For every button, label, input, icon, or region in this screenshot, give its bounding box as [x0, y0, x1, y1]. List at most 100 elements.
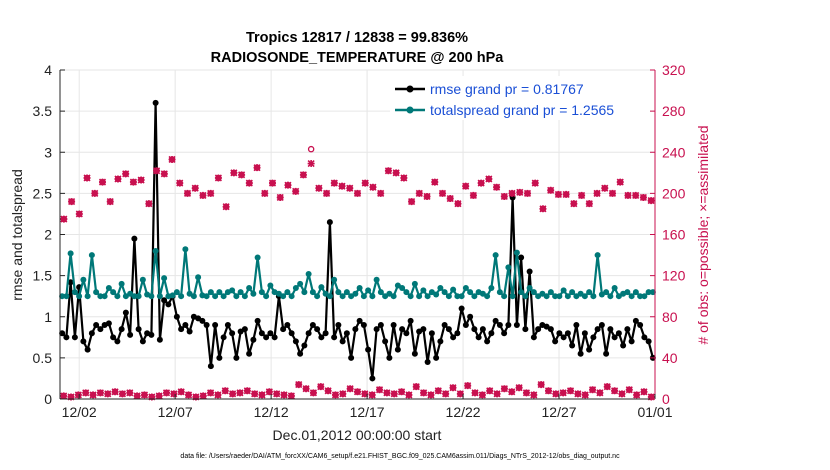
data-point-obs-assimilated-night — [625, 386, 633, 394]
y-tick-label-right: 200 — [662, 185, 686, 201]
data-point-obs-assimilated-night — [618, 390, 626, 398]
data-point-obs-assimilated-day — [106, 198, 114, 206]
data-point-rmse — [637, 321, 644, 328]
data-point-obs-assimilated-day — [68, 198, 76, 206]
data-point-rmse — [479, 326, 486, 333]
data-point-obs-assimilated-day — [493, 183, 501, 191]
data-point-totalspread — [547, 289, 554, 296]
data-point-totalspread — [518, 289, 525, 296]
data-point-obs-assimilated-night — [515, 384, 523, 392]
data-point-rmse — [522, 326, 529, 333]
y-tick-label-right: 80 — [662, 309, 678, 325]
data-point-totalspread — [67, 250, 74, 257]
data-point-obs-assimilated-night — [552, 390, 560, 398]
data-point-obs-assimilated-night — [295, 381, 303, 389]
data-point-totalspread — [135, 293, 142, 300]
data-point-rmse — [471, 326, 478, 333]
data-point-rmse — [603, 350, 610, 357]
data-point-obs-assimilated-day — [214, 174, 222, 182]
y-tick-label: 2.5 — [33, 185, 53, 201]
data-point-rmse — [297, 350, 304, 357]
data-point-rmse — [445, 326, 452, 333]
data-point-totalspread — [118, 280, 125, 287]
y-tick-label-right: 320 — [662, 62, 686, 78]
data-point-totalspread — [233, 293, 240, 300]
data-point-rmse — [224, 321, 231, 328]
data-point-rmse — [241, 326, 248, 333]
data-point-obs-assimilated-night — [265, 388, 273, 396]
data-point-rmse — [581, 330, 588, 337]
data-point-totalspread — [369, 293, 376, 300]
data-point-totalspread — [632, 289, 639, 296]
data-point-obs-assimilated-day — [431, 178, 439, 186]
data-point-obs-assimilated-night — [251, 390, 259, 398]
data-point-rmse — [390, 321, 397, 328]
data-point-totalspread — [471, 293, 478, 300]
data-point-obs-assimilated-night — [633, 391, 641, 399]
data-point-obs-assimilated-night — [449, 384, 457, 392]
data-point-obs-assimilated-day — [230, 169, 238, 177]
data-point-rmse — [420, 326, 427, 333]
data-point-obs-assimilated-night — [434, 387, 442, 395]
data-point-obs-assimilated-day — [98, 178, 107, 186]
data-point-totalspread — [645, 289, 652, 296]
data-point-totalspread — [492, 252, 499, 259]
data-point-obs-assimilated-night — [243, 387, 251, 395]
data-point-totalspread — [509, 293, 516, 300]
legend-label-totalspread: totalspread grand pr = 1.2565 — [430, 102, 614, 118]
data-point-totalspread — [373, 276, 380, 283]
data-point-totalspread — [207, 289, 214, 296]
data-point-rmse — [250, 336, 257, 343]
data-point-rmse — [407, 317, 414, 324]
data-point-totalspread — [416, 293, 423, 300]
data-point-obs-assimilated-night — [177, 388, 185, 396]
data-point-obs-assimilated-day — [330, 179, 338, 187]
data-point-rmse — [501, 330, 508, 337]
data-point-obs-assimilated-day — [191, 184, 199, 192]
data-point-rmse — [178, 326, 185, 333]
series-layer — [59, 99, 656, 401]
data-point-obs-assimilated-night — [361, 390, 369, 398]
data-point-obs-assimilated-night — [74, 391, 82, 399]
data-point-obs-assimilated-night — [346, 385, 354, 393]
y-tick-label: 0 — [44, 391, 52, 407]
data-point-rmse — [63, 334, 70, 341]
data-point-obs-assimilated-day — [176, 179, 184, 187]
data-point-totalspread — [445, 293, 452, 300]
data-point-obs-assimilated-day — [415, 189, 423, 197]
data-point-rmse — [156, 336, 163, 343]
data-point-totalspread — [407, 293, 414, 300]
data-point-totalspread — [292, 284, 299, 291]
data-point-obs-assimilated-day — [462, 182, 470, 190]
data-point-rmse — [441, 321, 448, 328]
data-point-obs-assimilated-day — [268, 179, 277, 187]
data-point-rmse — [513, 321, 520, 328]
data-point-rmse — [598, 321, 605, 328]
data-point-obs-assimilated-night — [302, 385, 310, 393]
legend-marker-totalspread — [406, 106, 414, 114]
data-point-totalspread — [195, 274, 202, 281]
data-point-rmse — [165, 301, 172, 308]
data-point-obs-assimilated-day — [539, 205, 547, 213]
data-point-obs-assimilated-night — [390, 390, 398, 398]
data-point-rmse — [373, 326, 380, 333]
data-point-obs-assimilated-night — [214, 391, 222, 399]
data-point-rmse — [577, 350, 584, 357]
y-tick-label: 4 — [44, 62, 52, 78]
data-point-obs-assimilated-night — [199, 392, 207, 400]
data-point-rmse — [641, 334, 648, 341]
data-point-totalspread — [411, 280, 418, 287]
data-point-totalspread — [84, 293, 91, 300]
y-tick-label: 1 — [44, 309, 52, 325]
data-point-rmse — [127, 331, 134, 338]
data-point-rmse — [88, 330, 95, 337]
data-point-obs-assimilated-day — [307, 159, 315, 168]
y-tick-label-right: 240 — [662, 144, 686, 160]
data-point-rmse — [199, 317, 206, 324]
data-point-obs-assimilated-day — [377, 189, 385, 197]
data-point-obs-assimilated-night — [339, 390, 347, 398]
data-point-rmse — [611, 334, 618, 341]
x-axis-label: Dec.01,2012 00:00:00 start — [273, 427, 442, 443]
data-point-obs-assimilated-day — [353, 189, 362, 197]
data-point-obs-assimilated-night — [96, 389, 104, 397]
